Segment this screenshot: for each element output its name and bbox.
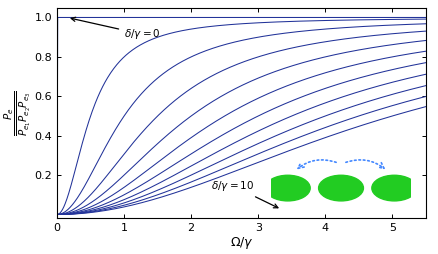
Text: $\delta/\gamma = 10$: $\delta/\gamma = 10$ xyxy=(211,179,277,208)
Text: $\delta/\gamma = 0$: $\delta/\gamma = 0$ xyxy=(71,17,160,41)
X-axis label: $\Omega/\gamma$: $\Omega/\gamma$ xyxy=(229,235,253,251)
Y-axis label: $\dfrac{P_e}{\overline{P_{e_1}}\overline{P_{e_2}}\overline{P_{e_3}}}$: $\dfrac{P_e}{\overline{P_{e_1}}\overline… xyxy=(2,90,33,136)
